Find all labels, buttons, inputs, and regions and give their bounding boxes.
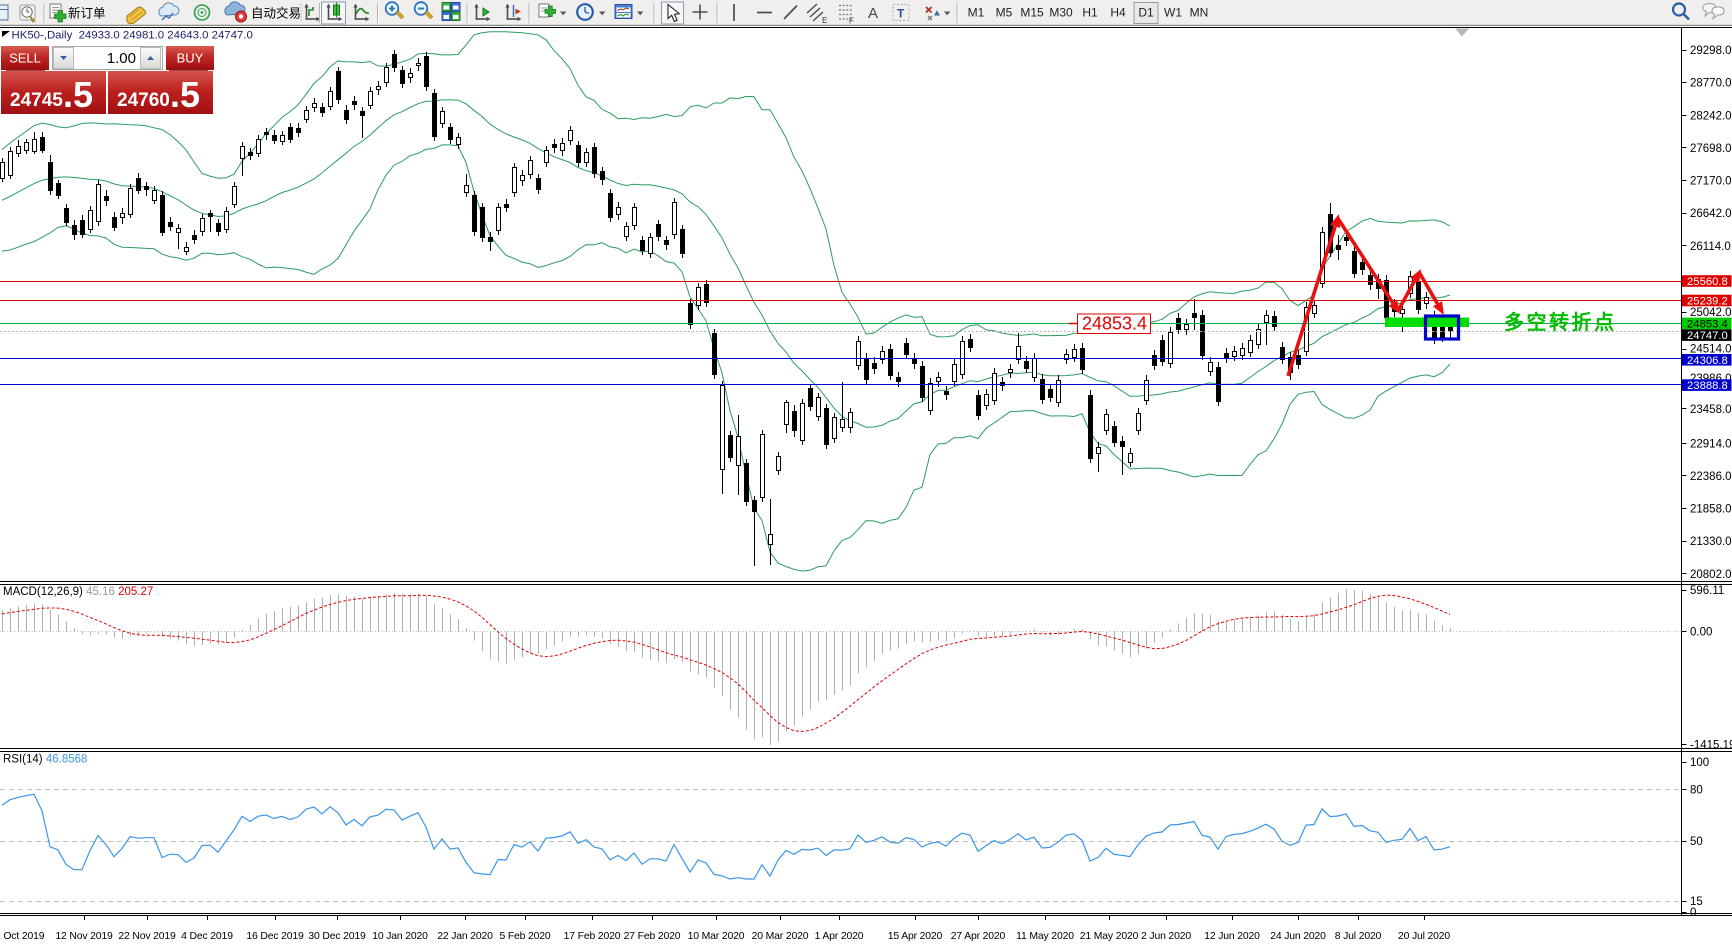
svg-text:24745: 24745	[10, 90, 63, 111]
svg-text:M5: M5	[996, 6, 1013, 20]
svg-text:-1415.19: -1415.19	[1690, 740, 1732, 752]
svg-text:多空转折点: 多空转折点	[1504, 310, 1617, 334]
svg-text:M30: M30	[1049, 6, 1073, 20]
svg-text:25042.0: 25042.0	[1690, 307, 1732, 319]
svg-text:10 Mar 2020: 10 Mar 2020	[688, 931, 745, 942]
svg-text:SELL: SELL	[9, 51, 41, 66]
svg-text:1.00: 1.00	[107, 50, 136, 67]
svg-text:27170.0: 27170.0	[1690, 176, 1732, 188]
svg-text:12 Nov 2019: 12 Nov 2019	[55, 931, 113, 942]
svg-text:0.00: 0.00	[1690, 627, 1712, 639]
svg-text:26642.0: 26642.0	[1690, 208, 1732, 220]
svg-text:25239.2: 25239.2	[1687, 296, 1728, 308]
svg-text:10 Jan 2020: 10 Jan 2020	[372, 931, 428, 942]
svg-text:27 Feb 2020: 27 Feb 2020	[624, 931, 681, 942]
svg-text:24306.8: 24306.8	[1687, 355, 1728, 367]
svg-text:27698.0: 27698.0	[1690, 143, 1732, 155]
svg-text:新订单: 新订单	[68, 6, 106, 21]
svg-text:22 Nov 2019: 22 Nov 2019	[118, 931, 176, 942]
svg-text:8 Jul 2020: 8 Jul 2020	[1335, 931, 1382, 942]
svg-text:20 Jul 2020: 20 Jul 2020	[1398, 931, 1450, 942]
svg-text:HK50-,Daily 24933.0 24981.0 2: HK50-,Daily 24933.0 24981.0 24643.0 2474…	[12, 30, 253, 42]
svg-text:21858.0: 21858.0	[1690, 504, 1732, 516]
svg-text:12 Jun 2020: 12 Jun 2020	[1204, 931, 1260, 942]
svg-text:15: 15	[1690, 896, 1703, 908]
svg-text:21330.0: 21330.0	[1690, 536, 1732, 548]
svg-text:4 Dec 2019: 4 Dec 2019	[181, 931, 233, 942]
svg-text:MN: MN	[1190, 6, 1209, 20]
svg-text:BUY: BUY	[177, 51, 204, 66]
svg-text:24853.4: 24853.4	[1082, 314, 1147, 334]
svg-text:1 Apr 2020: 1 Apr 2020	[815, 931, 864, 942]
svg-text:22386.0: 22386.0	[1690, 471, 1732, 483]
svg-text:100: 100	[1690, 757, 1709, 769]
svg-text:D1: D1	[1138, 6, 1154, 20]
svg-text:24747.0: 24747.0	[1687, 330, 1728, 342]
svg-text:.5: .5	[63, 74, 93, 115]
svg-text:22914.0: 22914.0	[1690, 438, 1732, 450]
svg-text:16 Dec 2019: 16 Dec 2019	[246, 931, 304, 942]
svg-text:26114.0: 26114.0	[1690, 241, 1731, 253]
svg-text:MACD(12,26,9) 45.16 205.27: MACD(12,26,9) 45.16 205.27	[3, 586, 153, 598]
svg-text:23458.0: 23458.0	[1690, 404, 1732, 416]
svg-text:24514.0: 24514.0	[1690, 344, 1732, 356]
svg-text:A: A	[868, 5, 878, 22]
svg-text:1 Oct 2019: 1 Oct 2019	[0, 931, 45, 942]
svg-text:20802.0: 20802.0	[1690, 569, 1732, 581]
svg-text:自动交易: 自动交易	[251, 6, 301, 21]
svg-text:H4: H4	[1110, 6, 1126, 20]
svg-text:24 Jun 2020: 24 Jun 2020	[1270, 931, 1326, 942]
svg-text:28242.0: 28242.0	[1690, 110, 1732, 122]
svg-text:21 May 2020: 21 May 2020	[1080, 931, 1139, 942]
svg-text:25560.8: 25560.8	[1687, 276, 1728, 288]
svg-text:M15: M15	[1020, 6, 1044, 20]
svg-text:F: F	[849, 17, 854, 26]
svg-text:T: T	[897, 7, 905, 21]
svg-text:27 Apr 2020: 27 Apr 2020	[951, 931, 1006, 942]
svg-text:596.11: 596.11	[1690, 585, 1724, 597]
svg-text:.5: .5	[170, 74, 200, 115]
svg-text:23888.8: 23888.8	[1687, 380, 1728, 392]
svg-text:29298.0: 29298.0	[1690, 45, 1732, 57]
svg-text:H1: H1	[1082, 6, 1098, 20]
svg-text:5 Feb 2020: 5 Feb 2020	[499, 931, 550, 942]
svg-text:11 May 2020: 11 May 2020	[1016, 931, 1074, 942]
svg-text:E: E	[822, 16, 827, 25]
svg-text:22 Jan 2020: 22 Jan 2020	[437, 931, 493, 942]
svg-text:24760: 24760	[117, 90, 170, 111]
svg-text:50: 50	[1690, 836, 1703, 848]
svg-text:0: 0	[1690, 907, 1696, 919]
svg-text:2 Jun 2020: 2 Jun 2020	[1141, 931, 1191, 942]
svg-text:30 Dec 2019: 30 Dec 2019	[308, 931, 366, 942]
svg-text:W1: W1	[1164, 6, 1182, 20]
svg-text:M1: M1	[968, 6, 985, 20]
svg-text:RSI(14) 46.8568: RSI(14) 46.8568	[3, 754, 87, 766]
svg-text:80: 80	[1690, 784, 1703, 796]
svg-text:24853.4: 24853.4	[1687, 319, 1728, 331]
svg-text:28770.0: 28770.0	[1690, 78, 1732, 90]
svg-text:15 Apr 2020: 15 Apr 2020	[888, 931, 943, 942]
svg-text:17 Feb 2020: 17 Feb 2020	[564, 931, 621, 942]
svg-text:20 Mar 2020: 20 Mar 2020	[752, 931, 809, 942]
